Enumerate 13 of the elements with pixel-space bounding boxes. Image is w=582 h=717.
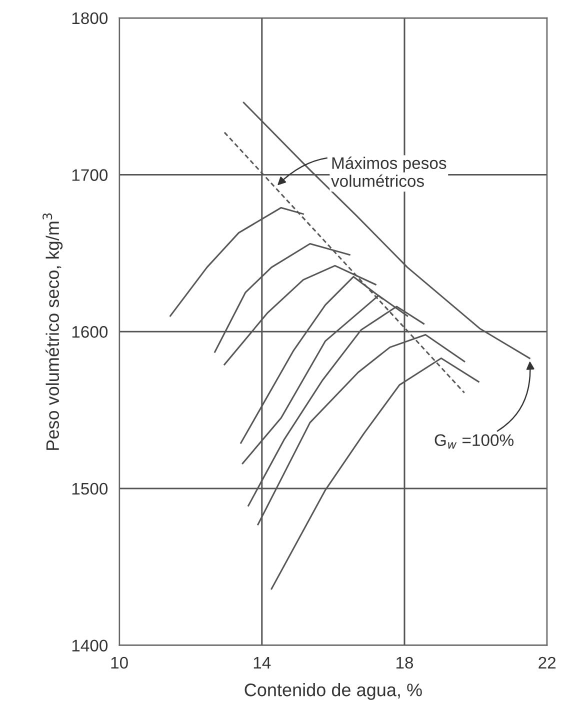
- y-tick-label: 1400: [72, 640, 108, 652]
- y-tick-label: 1800: [72, 12, 108, 24]
- y-tick-label: 1600: [72, 326, 108, 338]
- x-tick-label: 14: [254, 657, 271, 668]
- x-tick-label: 18: [396, 656, 414, 669]
- annotation: Máximos pesos volumétricos: [331, 156, 446, 187]
- x-tick-label: 10: [111, 656, 128, 669]
- y-tick-label: 1500: [72, 482, 108, 495]
- x-tick-label: 22: [538, 656, 556, 668]
- y-tick-label: 1700: [72, 169, 108, 181]
- x-axis-title: Contenido de agua, %: [244, 683, 422, 700]
- annotation: G$_{w}$ =100%: [434, 434, 514, 449]
- y-axis-title: Peso volumétrico seco, kg/m$^{3}$: [42, 213, 63, 450]
